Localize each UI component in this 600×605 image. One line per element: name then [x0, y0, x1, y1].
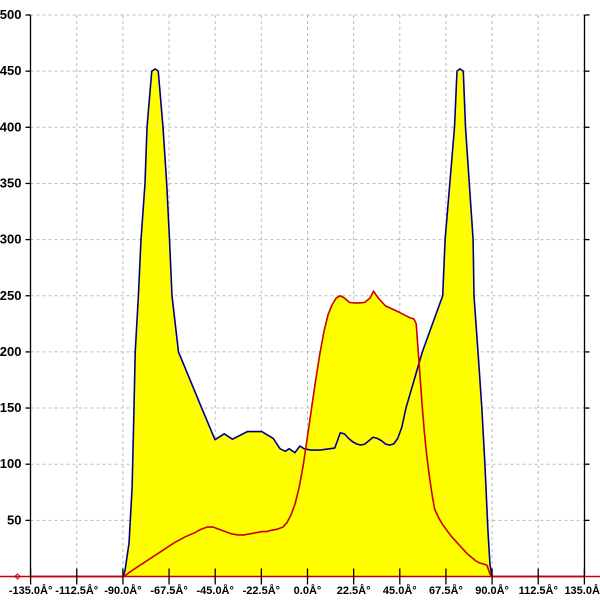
svg-text:450: 450 [0, 63, 22, 78]
svg-text:-67.5Å°: -67.5Å° [150, 584, 187, 597]
svg-text:135.0Å°: 135.0Å° [564, 584, 600, 597]
svg-text:150: 150 [0, 400, 22, 415]
svg-text:-135.0Å°: -135.0Å° [9, 584, 53, 597]
svg-text:200: 200 [0, 344, 22, 359]
svg-text:400: 400 [0, 119, 22, 134]
svg-text:67.5Å°: 67.5Å° [429, 584, 463, 597]
svg-text:100: 100 [0, 456, 22, 471]
svg-text:0.0Å°: 0.0Å° [294, 584, 322, 597]
svg-text:350: 350 [0, 175, 22, 190]
svg-text:112.5Å°: 112.5Å° [519, 584, 558, 597]
svg-text:45.0Å°: 45.0Å° [383, 584, 417, 597]
svg-text:90.0Å°: 90.0Å° [475, 584, 509, 597]
svg-text:500: 500 [0, 7, 22, 22]
svg-text:-22.5Å°: -22.5Å° [243, 584, 280, 597]
svg-text:300: 300 [0, 232, 22, 247]
svg-text:-90.0Å°: -90.0Å° [104, 584, 141, 597]
svg-text:250: 250 [0, 288, 22, 303]
svg-text:-112.5Å°: -112.5Å° [55, 584, 98, 597]
svg-text:50: 50 [7, 512, 21, 527]
svg-text:-45.0Å°: -45.0Å° [196, 584, 233, 597]
svg-text:22.5Å°: 22.5Å° [337, 584, 371, 597]
